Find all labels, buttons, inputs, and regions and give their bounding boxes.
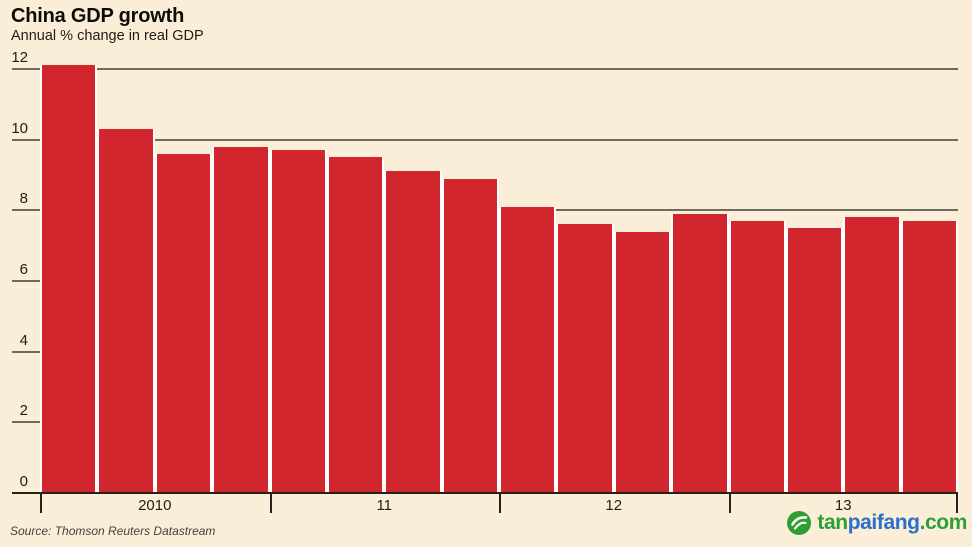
x-axis-year-label: 12 xyxy=(605,497,623,514)
gdp-bar xyxy=(785,228,844,494)
gdp-bar xyxy=(843,217,901,494)
chart-subtitle: Annual % change in real GDP xyxy=(11,28,204,44)
gdp-bar xyxy=(441,178,499,494)
x-axis-line xyxy=(12,492,958,494)
gdp-bar xyxy=(154,153,213,494)
year-boundary-tick xyxy=(728,493,731,513)
watermark-text-part: tan xyxy=(817,511,848,534)
y-axis-label: 10 xyxy=(11,119,28,137)
y-axis-label: 8 xyxy=(19,190,28,208)
y-axis-label: 4 xyxy=(19,331,28,349)
year-boundary-tick xyxy=(956,493,958,513)
watermark-text: tanpaifang.com xyxy=(817,511,967,535)
gdp-bar xyxy=(97,129,155,494)
year-boundary-tick xyxy=(40,493,42,513)
y-gridline xyxy=(12,68,958,70)
gdp-bar xyxy=(556,224,614,494)
watermark-text-part: paifang xyxy=(847,511,920,534)
year-boundary-tick xyxy=(269,493,272,513)
gdp-bar xyxy=(728,220,786,494)
y-axis-label: 0 xyxy=(19,473,28,490)
tanpaifang-logo-icon xyxy=(787,511,812,535)
source-note: Source: Thomson Reuters Datastream xyxy=(10,524,216,538)
y-gridline xyxy=(12,138,958,141)
gdp-bar xyxy=(269,150,327,494)
gdp-bar xyxy=(326,157,385,494)
x-axis-year-label: 11 xyxy=(376,497,393,514)
gdp-bar xyxy=(613,231,672,494)
x-axis-year-label: 2010 xyxy=(138,497,172,514)
gdp-bar xyxy=(384,171,442,494)
watermark-logo[interactable]: tanpaifang.com xyxy=(786,510,967,536)
y-axis-label: 6 xyxy=(19,261,28,278)
gdp-bar xyxy=(671,213,729,494)
y-axis-label: 2 xyxy=(19,402,28,420)
year-boundary-tick xyxy=(499,493,501,513)
y-axis-label: 12 xyxy=(11,49,28,66)
chart-title: China GDP growth xyxy=(11,5,185,27)
gdp-bar xyxy=(499,206,557,494)
x-axis-year-label: 13 xyxy=(834,497,852,514)
watermark-text-part: .com xyxy=(919,511,968,534)
gdp-bar xyxy=(900,220,958,494)
gdp-bar xyxy=(212,146,270,494)
gdp-bar xyxy=(40,65,98,494)
